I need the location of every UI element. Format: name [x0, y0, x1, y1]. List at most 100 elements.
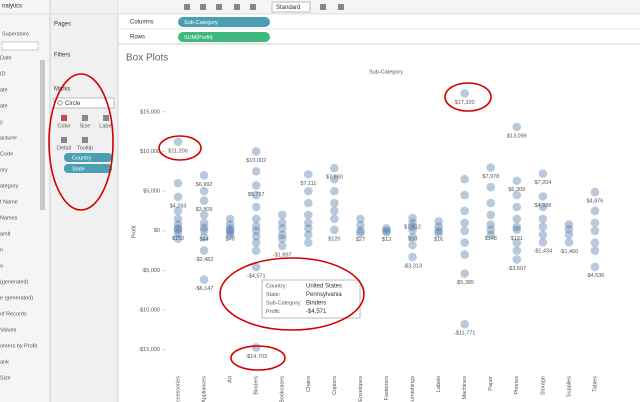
field-name[interactable]: t Name [0, 199, 18, 205]
tooltip-value: -$4,571 [306, 309, 327, 315]
data-point [225, 224, 235, 233]
mark-type[interactable]: Circle [65, 101, 81, 107]
data-label: $7,978 [482, 174, 499, 180]
detail-pill[interactable] [64, 153, 112, 162]
field-name[interactable]: n [0, 247, 3, 253]
field-name[interactable]: ank [0, 359, 9, 365]
field-name[interactable]: e (generated) [0, 295, 33, 301]
x-tick-label: Appliances [202, 376, 208, 402]
detail-pill-label[interactable]: Country [72, 155, 92, 161]
mark-button-icon[interactable] [61, 137, 67, 143]
data-label: $17,320 [455, 100, 475, 106]
columns-pill[interactable] [178, 17, 270, 27]
field-name[interactable]: Values [0, 327, 17, 333]
rows-pill-label[interactable]: SUM(Profit) [184, 35, 213, 41]
detail-pill-label[interactable]: State [72, 166, 85, 172]
mark-button-icon[interactable] [61, 115, 67, 121]
mark-button-label[interactable]: Size [80, 123, 91, 129]
data-point [277, 241, 287, 251]
data-point [512, 122, 522, 132]
data-point [251, 202, 261, 212]
field-name[interactable]: acturer [0, 135, 17, 141]
field-name[interactable]: amlt [0, 231, 11, 237]
field-name[interactable]: Names [0, 215, 18, 221]
mark-button-label[interactable]: Detail [57, 145, 71, 151]
field-name[interactable]: Date [0, 55, 12, 61]
detail-pill[interactable] [64, 164, 112, 173]
tooltip [261, 279, 361, 319]
scrollbar [40, 60, 45, 210]
icon[interactable] [200, 4, 206, 10]
data-label: $7,204 [534, 180, 551, 186]
field-name[interactable]: omers by Profit [0, 343, 37, 349]
field-name[interactable]: y [0, 119, 3, 125]
field-name[interactable]: (generated) [0, 279, 29, 285]
data-point [590, 218, 600, 228]
x-tick-label: Tables [592, 376, 598, 392]
field-name[interactable]: ategory [0, 183, 19, 189]
data-point [512, 246, 522, 255]
field-name[interactable]: ID [0, 71, 6, 77]
icon[interactable] [184, 4, 190, 10]
mark-button-label[interactable]: Tooltip [77, 145, 93, 151]
data-point [304, 198, 313, 208]
x-tick-label: Phones [514, 376, 520, 395]
icon[interactable] [234, 4, 240, 10]
data-point [564, 230, 574, 240]
mark-button-icon[interactable] [103, 115, 109, 121]
data-point [486, 210, 496, 220]
data-point [460, 238, 469, 247]
field-name[interactable]: o [0, 263, 3, 269]
data-point [173, 206, 183, 216]
icon[interactable] [338, 4, 344, 10]
data-point [590, 206, 600, 216]
data-label: $11,206 [168, 148, 187, 154]
field-name[interactable]: Size [0, 375, 11, 381]
data-point [251, 226, 261, 236]
data-point [460, 250, 469, 259]
data-label: $6,309 [508, 187, 525, 193]
data-point [460, 269, 469, 278]
data-point [512, 176, 522, 186]
search-box[interactable] [1, 41, 39, 51]
field-name[interactable]: Code [0, 151, 13, 157]
x-tick-label: Bookcases [280, 376, 286, 402]
mark-button-label[interactable]: Label [99, 123, 112, 129]
icon[interactable] [250, 4, 256, 10]
field-name[interactable]: of Records [0, 311, 27, 317]
x-tick-label: Labels [436, 376, 442, 392]
field-name[interactable]: ory [0, 167, 8, 173]
toolbar-icons[interactable] [184, 4, 344, 10]
fit-label[interactable]: Standard [276, 5, 300, 11]
data-label: $16 [434, 237, 443, 243]
data-label: -$6,147 [195, 286, 214, 292]
pane-title: nalytics [2, 4, 22, 10]
data-point [512, 202, 522, 212]
x-tick-label: Envelopes [358, 376, 364, 402]
data-point [538, 214, 548, 224]
data-label: -$4,571 [247, 274, 266, 280]
x-tick-label: Fasteners [384, 376, 390, 401]
icon[interactable] [216, 4, 222, 10]
fit-dropdown[interactable] [271, 1, 311, 13]
data-point [225, 228, 235, 237]
rows-pill[interactable] [178, 32, 270, 42]
data-point [486, 198, 496, 208]
field-name[interactable]: ate [0, 103, 8, 109]
data-label: $148 [485, 236, 497, 242]
field-name[interactable]: ate [0, 87, 8, 93]
mark-button-label[interactable]: Color [57, 123, 70, 129]
icon[interactable] [320, 4, 326, 10]
data-point [199, 223, 209, 232]
mark-type-dropdown[interactable] [53, 97, 115, 109]
columns-pill-label[interactable]: Sub-Category [184, 20, 218, 26]
y-tick-label: -$10,000 [138, 308, 160, 314]
data-point [356, 226, 365, 235]
data-label: -$5,385 [455, 280, 474, 286]
data-label: $1,612 [404, 224, 421, 230]
data-label: $120 [328, 236, 340, 242]
data-point [225, 225, 235, 235]
mark-button-icon[interactable] [82, 115, 88, 121]
mark-button-icon[interactable] [82, 137, 88, 143]
